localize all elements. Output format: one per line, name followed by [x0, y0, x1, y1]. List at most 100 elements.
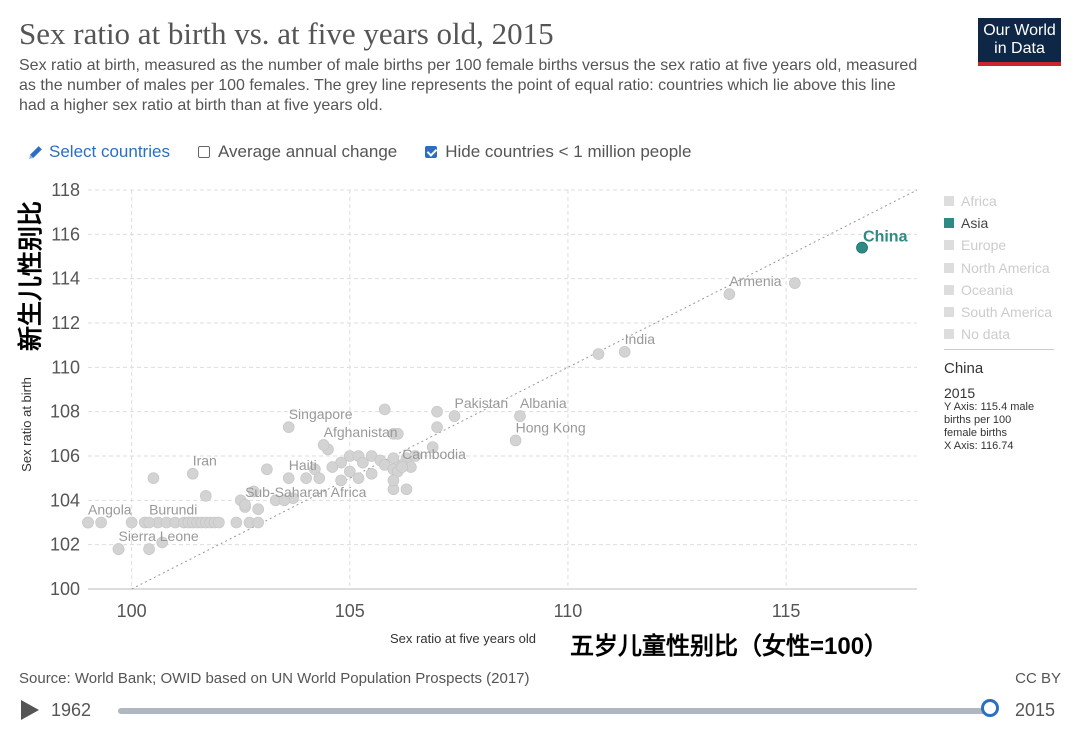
scatter-point: [313, 472, 326, 484]
point-label: Iran: [193, 453, 217, 469]
average-annual-change-checkbox[interactable]: [197, 146, 210, 158]
average-annual-change-toggle[interactable]: Average annual change: [197, 142, 398, 162]
point-label: Afghanistan: [324, 424, 398, 440]
select-countries-button[interactable]: Select countries: [27, 142, 170, 162]
chart-controls: Select countries Average annual change H…: [27, 142, 719, 162]
scatter-point: [509, 434, 522, 447]
tooltip-year: 2015: [944, 385, 976, 401]
legend-label: Asia: [961, 215, 989, 232]
legend-swatch: [944, 262, 954, 273]
y-tick-label: 102: [50, 535, 80, 555]
chart-title: Sex ratio at birth vs. at five years old…: [19, 16, 554, 51]
legend: Africa Asia Europe North America Oceania…: [944, 190, 1052, 345]
equal-ratio-line: [131, 189, 918, 590]
legend-label: Europe: [961, 237, 1007, 254]
x-tick-label: 115: [772, 601, 801, 621]
hide-small-countries-toggle[interactable]: Hide countries < 1 million people: [425, 142, 691, 162]
point-label: Haiti: [289, 457, 317, 473]
timeline-track[interactable]: [118, 708, 993, 714]
y-axis-title: Sex ratio at birth: [19, 377, 34, 472]
scatter-point: [213, 516, 225, 529]
y-tick-label: 110: [51, 357, 80, 377]
scatter-point: [387, 474, 400, 487]
license-link[interactable]: CC BY: [1015, 670, 1061, 687]
scatter-point: [143, 543, 155, 555]
legend-swatch: [944, 196, 954, 207]
timeline: 1962 2015: [0, 695, 1080, 727]
scatter-point: [592, 348, 605, 360]
point-label: Sierra Leone: [119, 528, 199, 544]
timeline-start-year: 1962: [51, 700, 92, 720]
y-tick-label: 106: [50, 446, 80, 466]
hide-small-countries-checkbox[interactable]: [425, 146, 438, 158]
scatter-point: [200, 490, 212, 502]
scatter-point: [252, 516, 264, 529]
legend-item-asia[interactable]: Asia: [944, 212, 1052, 234]
x-tick-label: 105: [335, 601, 365, 621]
y-tick-label: 108: [50, 402, 80, 422]
scatter-point: [252, 503, 264, 516]
scatter-point: [147, 472, 160, 484]
point-label: Hong Kong: [516, 419, 586, 435]
tooltip-line: Y Axis: 115.4 male: [944, 401, 1035, 413]
legend-item-oceania[interactable]: Oceania: [944, 279, 1052, 301]
scatter-point: [300, 472, 312, 484]
tooltip-line: female births: [944, 427, 1007, 439]
logo-line2: in Data: [994, 40, 1045, 57]
chart-subtitle: Sex ratio at birth, measured as the numb…: [19, 57, 918, 114]
legend-item-south-america[interactable]: South America: [944, 301, 1052, 323]
legend-item-north-america[interactable]: North America: [944, 257, 1052, 279]
scatter-point: [789, 277, 801, 289]
point-label: Angola: [88, 502, 132, 518]
legend-swatch: [944, 307, 954, 318]
pencil-icon: [29, 145, 42, 159]
scatter-point: [431, 405, 443, 418]
point-label: Cambodia: [402, 446, 466, 462]
play-icon[interactable]: [21, 700, 39, 720]
tooltip-line: X Axis: 116.74: [944, 440, 1014, 452]
scatter-point: [239, 498, 251, 511]
scatter-point: [156, 536, 168, 549]
hover-tooltip: China 2015 Y Axis: 115.4 male births per…: [944, 360, 1074, 453]
point-label: Singapore: [289, 406, 353, 422]
scatter-plot: 100 102 104 106 108 110 112 114 116 118 100 105 110 1…: [19, 180, 918, 646]
scatter-point: [282, 472, 295, 484]
scatter-point: [365, 467, 378, 480]
average-annual-change-label: Average annual change: [217, 142, 398, 161]
timeline-handle[interactable]: [981, 699, 999, 717]
scatter-point: [396, 461, 408, 473]
point-label: Sub-Saharan Africa: [245, 484, 367, 500]
legend-swatch: [944, 218, 954, 229]
scatter-point: [230, 516, 243, 529]
scatter-point: [95, 516, 107, 529]
scatter-point: [112, 543, 125, 555]
point-label: Burundi: [149, 502, 197, 518]
legend-label: No data: [961, 326, 1011, 343]
legend-swatch: [944, 329, 954, 340]
scatter-point: [514, 410, 526, 422]
point-label: India: [625, 331, 656, 347]
select-countries-label: Select countries: [49, 142, 170, 161]
legend-item-no-data[interactable]: No data: [944, 323, 1052, 345]
x-axis-label-chinese: 五岁儿童性别比（女性=100）: [570, 633, 889, 660]
owid-logo[interactable]: Our World in Data: [978, 18, 1061, 66]
scatter-point: [357, 456, 369, 469]
y-tick-label: 112: [51, 313, 80, 333]
scatter-point: [723, 288, 736, 300]
legend-divider: [944, 349, 1054, 350]
legend-item-europe[interactable]: Europe: [944, 234, 1052, 256]
x-tick-label: 110: [554, 601, 583, 621]
y-tick-label: 100: [50, 579, 80, 599]
legend-label: South America: [961, 304, 1053, 321]
point-label: Armenia: [729, 273, 781, 289]
scatter-point: [352, 472, 365, 484]
source-note[interactable]: Source: World Bank; OWID based on UN Wor…: [19, 670, 530, 687]
scatter-point: [448, 410, 461, 422]
y-tick-label: 114: [51, 269, 80, 289]
legend-swatch: [944, 284, 954, 295]
scatter-point: [282, 421, 295, 433]
scatter-point: [426, 441, 439, 453]
legend-item-africa[interactable]: Africa: [944, 190, 1052, 212]
scatter-point: [143, 516, 155, 529]
y-tick-label: 118: [51, 180, 80, 200]
